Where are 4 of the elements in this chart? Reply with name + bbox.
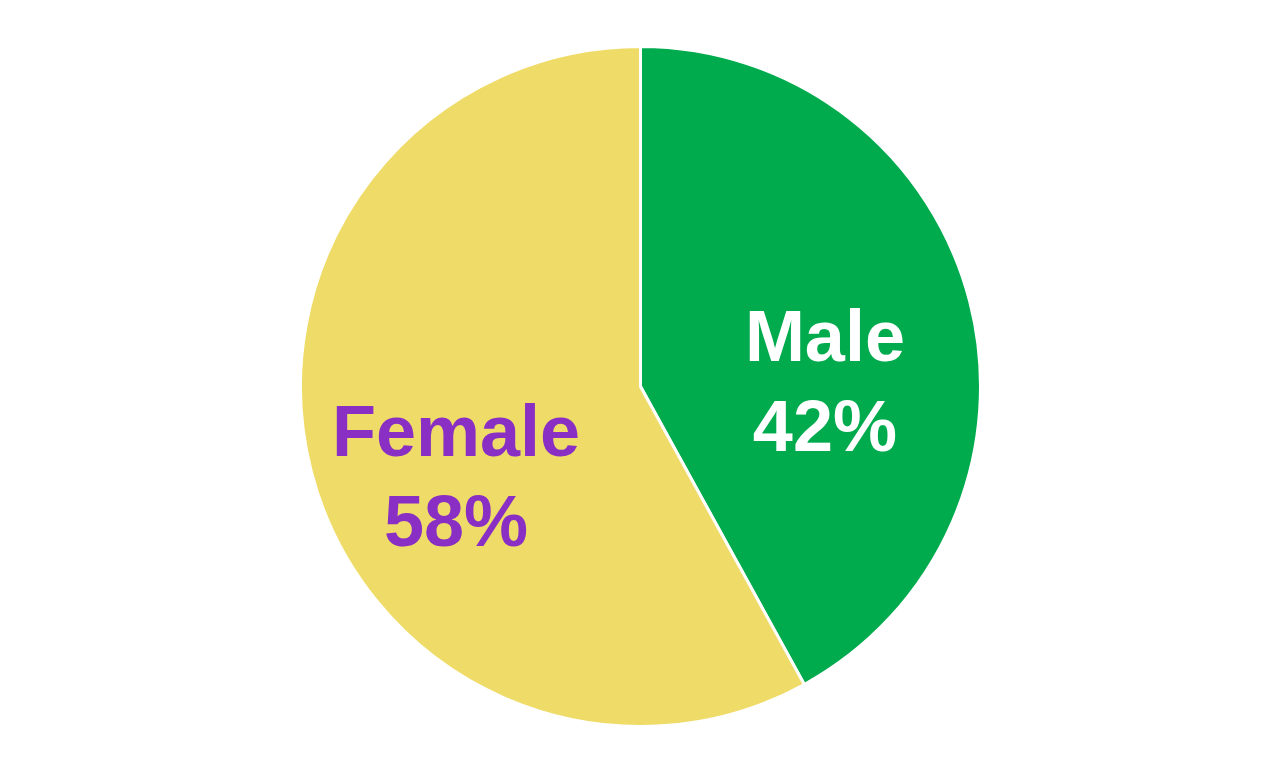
data-label: 58% (384, 480, 529, 561)
slice-label: Female (332, 390, 581, 471)
data-label: 42% (752, 386, 897, 467)
slice-label: Male (744, 296, 905, 377)
